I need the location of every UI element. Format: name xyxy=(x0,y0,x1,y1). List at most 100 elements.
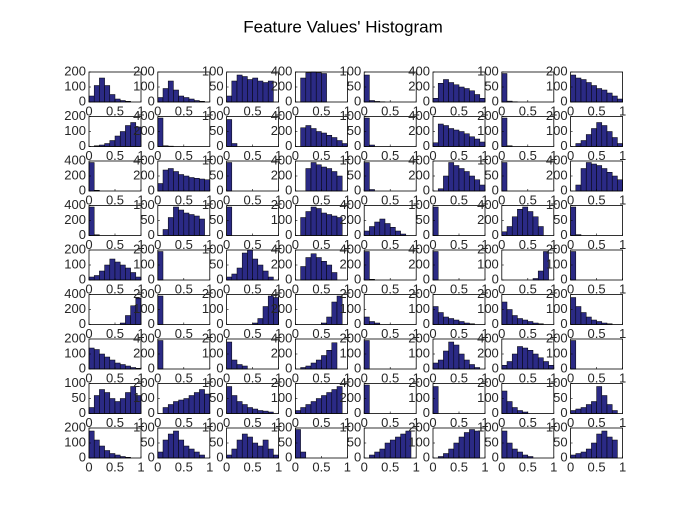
histogram-bar xyxy=(575,453,582,459)
y-tick-label: 100 xyxy=(339,152,361,167)
histogram-bar xyxy=(479,184,486,192)
histogram-bar xyxy=(226,341,233,370)
histogram-bar xyxy=(300,451,307,459)
y-tick-label: 0 xyxy=(79,138,86,153)
histogram-bar xyxy=(305,125,312,147)
y-tick-label: 200 xyxy=(339,212,361,227)
histogram-bar xyxy=(114,135,121,147)
histogram-bar xyxy=(575,77,582,103)
histogram-bar xyxy=(463,359,470,370)
x-tick-label: 0.5 xyxy=(244,148,262,163)
histogram-bar xyxy=(443,175,449,192)
y-tick-label: 200 xyxy=(271,301,293,316)
y-tick-label: 0 xyxy=(423,316,430,331)
histogram-bar xyxy=(570,410,577,414)
y-tick-label: 50 xyxy=(553,212,567,227)
y-tick-label: 100 xyxy=(271,212,293,227)
histogram-bar xyxy=(537,226,544,236)
histogram-bar xyxy=(469,136,475,147)
histogram-bar xyxy=(99,270,105,281)
x-tick-label: 0 xyxy=(429,281,436,296)
x-tick-label: 0.5 xyxy=(244,370,262,385)
histogram-bar xyxy=(109,94,116,103)
y-tick-label: 200 xyxy=(477,286,499,301)
histogram-bar xyxy=(601,89,608,103)
y-tick-label: 100 xyxy=(202,419,224,434)
y-tick-label: 0 xyxy=(285,271,292,286)
histogram-bar xyxy=(532,216,539,236)
histogram-bar xyxy=(511,353,518,370)
y-tick-label: 0 xyxy=(423,449,430,464)
y-tick-label: 200 xyxy=(477,241,499,256)
y-tick-label: 200 xyxy=(133,167,155,182)
y-tick-label: 100 xyxy=(546,78,568,93)
x-tick-label: 0 xyxy=(429,326,436,341)
histogram-bar xyxy=(506,442,513,459)
y-tick-label: 0 xyxy=(285,360,292,375)
y-tick-label: 0 xyxy=(560,405,567,420)
x-tick-label: 0 xyxy=(154,370,161,385)
y-tick-label: 100 xyxy=(64,434,86,449)
x-tick-label: 1 xyxy=(550,326,557,341)
histogram-bar xyxy=(88,430,95,459)
histogram-bar xyxy=(321,395,327,414)
x-tick-label: 0.5 xyxy=(381,415,399,430)
y-tick-label: 200 xyxy=(202,330,224,345)
histogram-bar xyxy=(570,454,577,459)
histogram-bar xyxy=(257,445,264,459)
histogram-bar xyxy=(300,266,307,281)
axes-box xyxy=(226,205,279,236)
histogram-bar xyxy=(231,359,238,370)
x-tick-label: 1 xyxy=(275,459,282,474)
y-tick-label: 50 xyxy=(347,78,361,93)
histogram-bar xyxy=(252,77,259,103)
x-tick-label: 0.5 xyxy=(312,415,330,430)
x-tick-label: 1 xyxy=(275,192,282,207)
x-tick-label: 1 xyxy=(344,370,351,385)
histogram-bar xyxy=(241,404,248,414)
histogram-bar xyxy=(511,448,518,459)
y-tick-label: 100 xyxy=(546,256,568,271)
histogram-bar xyxy=(527,211,534,236)
y-tick-label: 400 xyxy=(271,63,293,78)
y-tick-label: 0 xyxy=(492,360,499,375)
y-tick-label: 100 xyxy=(64,256,86,271)
histogram-bar xyxy=(315,208,322,236)
x-tick-label: 0.5 xyxy=(244,326,262,341)
x-tick-label: 0 xyxy=(223,326,230,341)
histogram-bar xyxy=(119,398,126,414)
histogram-bar xyxy=(315,257,322,281)
histogram-bar xyxy=(193,215,200,236)
histogram-bar xyxy=(517,346,523,370)
histogram-bar xyxy=(617,143,623,147)
x-tick-label: 1 xyxy=(619,370,626,385)
histogram-bar xyxy=(384,223,391,236)
y-tick-label: 0 xyxy=(492,405,499,420)
histogram-bar xyxy=(88,347,95,370)
y-tick-label: 100 xyxy=(133,390,155,405)
x-tick-label: 0.5 xyxy=(244,281,262,296)
x-tick-label: 1 xyxy=(619,459,626,474)
histogram-bar xyxy=(458,436,465,459)
x-tick-label: 0.5 xyxy=(106,192,124,207)
histogram-bar xyxy=(596,386,603,414)
histogram-bar xyxy=(601,430,608,459)
axes-box xyxy=(364,116,417,147)
histogram-bar xyxy=(231,143,238,147)
y-tick-label: 200 xyxy=(408,256,430,271)
x-tick-label: 1 xyxy=(137,459,144,474)
x-tick-label: 1 xyxy=(550,237,557,252)
histogram-bar xyxy=(173,401,179,414)
y-tick-label: 0 xyxy=(79,182,86,197)
x-tick-label: 0 xyxy=(292,192,299,207)
x-tick-label: 1 xyxy=(413,148,420,163)
histogram-bar xyxy=(300,77,307,103)
x-tick-label: 0 xyxy=(223,459,230,474)
histogram-bar xyxy=(326,168,333,192)
y-tick-label: 0 xyxy=(423,93,430,108)
x-tick-label: 1 xyxy=(481,281,488,296)
y-tick-label: 100 xyxy=(133,197,155,212)
y-tick-label: 100 xyxy=(546,123,568,138)
histogram-bar xyxy=(104,85,111,103)
histogram-bar xyxy=(119,364,126,370)
